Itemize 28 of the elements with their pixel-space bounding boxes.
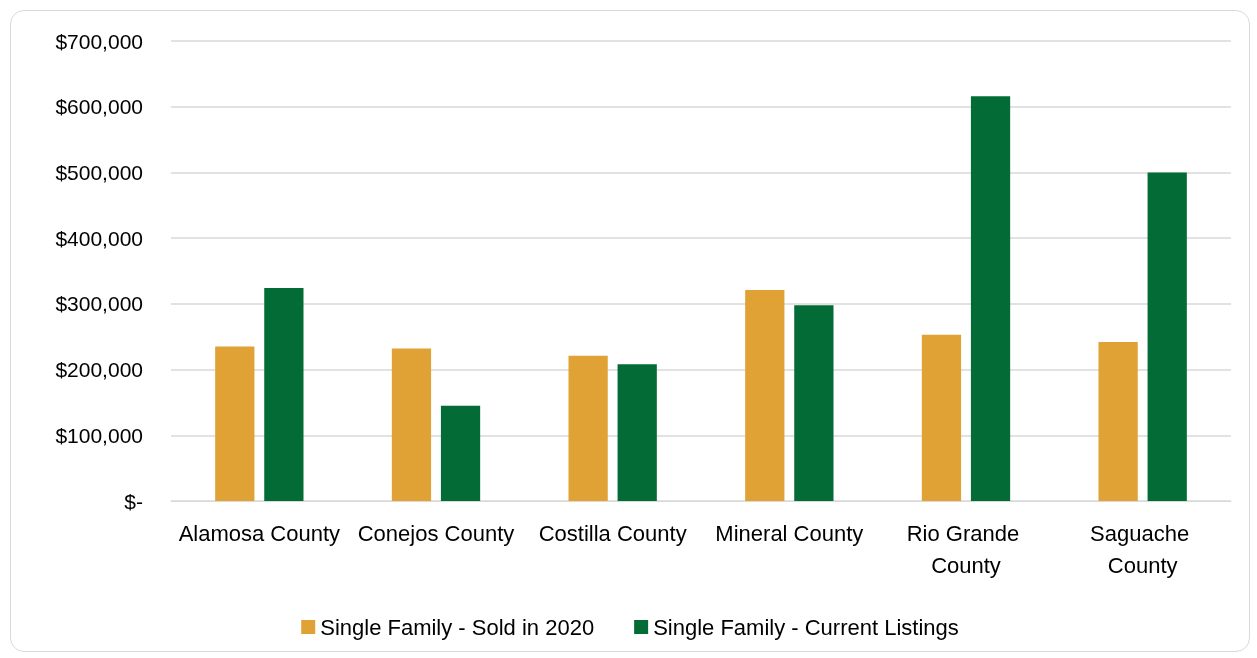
y-tick-label: $-: [124, 489, 143, 513]
y-tick-label: $300,000: [55, 292, 143, 316]
legend-label: Single Family - Sold in 2020: [320, 614, 595, 640]
bar: [1098, 341, 1138, 501]
bar: [264, 288, 304, 501]
bar: [921, 334, 962, 501]
bar: [391, 348, 432, 501]
y-tick-label: $200,000: [55, 358, 143, 382]
x-tick-label: Alamosa County: [178, 520, 341, 546]
y-tick-label: $600,000: [55, 95, 143, 119]
y-tick-label: $700,000: [55, 29, 143, 53]
bar: [745, 290, 785, 501]
bar: [215, 346, 255, 501]
x-tick-label: Mineral County: [715, 520, 864, 546]
legend-label: Single Family - Current Listings: [653, 614, 959, 640]
bar: [440, 405, 481, 501]
y-tick-label: $400,000: [55, 226, 143, 250]
x-tick-label: Rio Grande County: [906, 520, 1026, 578]
x-tick-label: Costilla County: [538, 520, 687, 546]
x-tick-label: Conejos County: [357, 520, 515, 546]
bar: [1147, 172, 1187, 501]
bar: [617, 364, 657, 501]
bar: [794, 305, 834, 501]
y-tick-label: $500,000: [55, 160, 143, 184]
y-tick-label: $100,000: [55, 423, 143, 447]
bar: [970, 96, 1011, 501]
x-tick-label: Saguache County: [1090, 520, 1196, 578]
bar: [568, 355, 608, 501]
